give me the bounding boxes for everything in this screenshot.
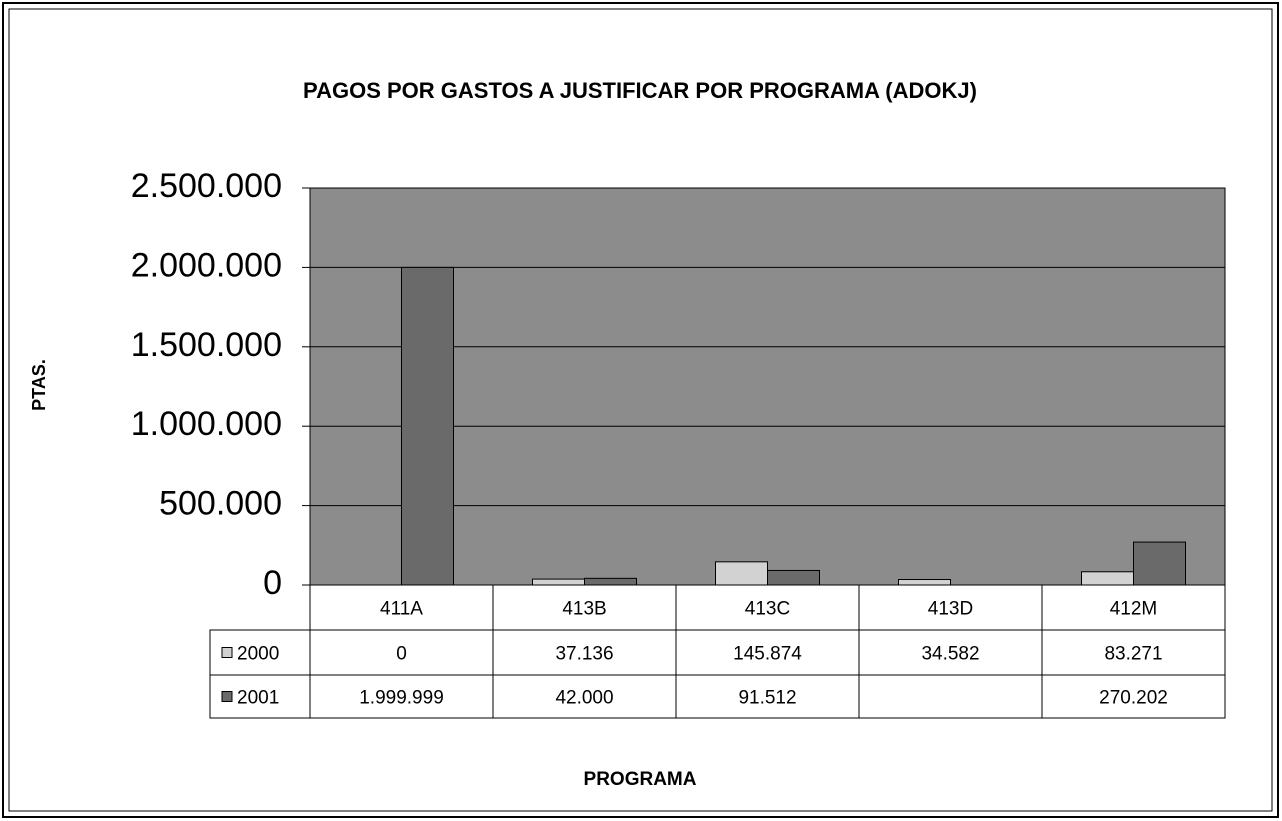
chart-title: PAGOS POR GASTOS A JUSTIFICAR POR PROGRA… (303, 78, 977, 103)
table-frame (309, 584, 1226, 631)
table-value: 34.582 (921, 644, 979, 665)
legend-key (221, 647, 233, 658)
table-value: 270.202 (1099, 688, 1168, 709)
bar (401, 266, 454, 586)
legend-key (221, 691, 233, 702)
x-tick-label: 413C (745, 599, 790, 620)
bar (584, 577, 637, 586)
bar (1133, 541, 1186, 586)
table-value: 42.000 (555, 688, 613, 709)
bar (532, 578, 585, 586)
plot-area (309, 187, 1226, 586)
bar (898, 579, 951, 586)
x-tick-label: 413B (562, 599, 606, 620)
y-axis-title: PTAS. (29, 359, 49, 411)
bar (715, 561, 768, 586)
table-value: 145.874 (733, 644, 802, 665)
x-tick-label: 413D (928, 599, 973, 620)
legend-label: 2000 (237, 644, 279, 665)
inner-frame (8, 8, 1273, 812)
bar (1081, 571, 1134, 586)
x-axis-title: PROGRAMA (584, 769, 697, 790)
table-value: 0 (396, 644, 407, 665)
y-tick-label: 1.000.000 (131, 405, 282, 443)
x-tick-label: 411A (380, 599, 423, 620)
x-tick-label: 412M (1110, 599, 1158, 620)
y-tick-label: 2.500.000 (131, 167, 282, 205)
legend-label: 2001 (237, 688, 279, 709)
table-value: 1.999.999 (359, 688, 444, 709)
table-value: 83.271 (1104, 644, 1162, 665)
y-tick-label: 2.000.000 (131, 246, 282, 284)
table-value: 91.512 (738, 688, 796, 709)
y-tick-label: 0 (263, 564, 282, 602)
y-tick-label: 500.000 (159, 485, 282, 523)
bar (767, 569, 820, 586)
y-tick-label: 1.500.000 (131, 326, 282, 364)
table-value: 37.136 (555, 644, 613, 665)
